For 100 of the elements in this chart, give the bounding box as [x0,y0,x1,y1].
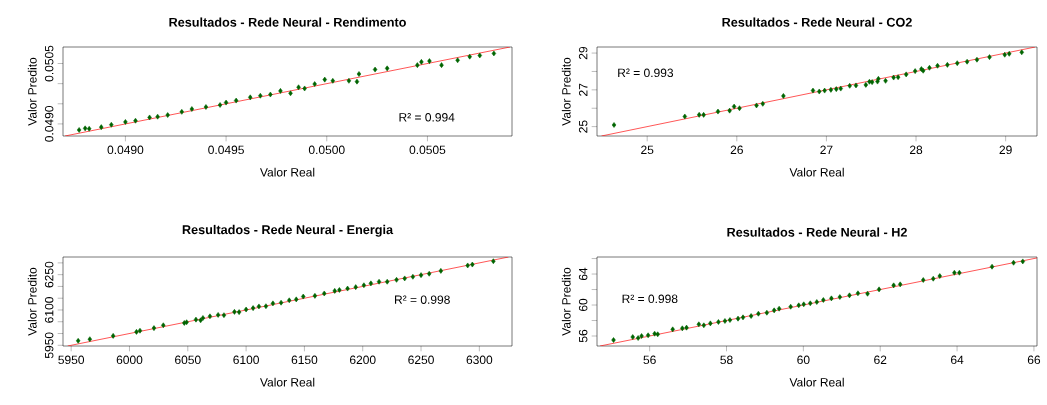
point [256,303,262,310]
x-tick-label: 6300 [466,355,493,365]
point [415,62,420,68]
point [477,52,482,59]
y-tick-label: 27 [579,83,588,96]
point [330,78,335,84]
point [937,273,942,279]
point [796,302,801,309]
point [233,97,239,104]
point [682,113,687,120]
point [75,338,81,344]
point [200,315,206,321]
point [223,99,229,106]
point [748,313,754,319]
point [754,102,759,109]
point [215,312,221,318]
point [337,287,342,293]
point [147,114,152,121]
point [715,108,721,115]
point [781,93,786,99]
chart-title: Resultados - Rede Neural - CO2 [722,17,912,27]
point [801,301,806,308]
point [368,280,374,287]
point [301,293,306,300]
point [701,112,706,118]
chart-title: Resultados - Rede Neural - Energia [182,224,394,237]
x-tick-label: 6200 [349,355,376,365]
point [322,76,327,83]
point [402,275,407,282]
point [876,286,882,293]
x-tick-label: 0.0505 [409,145,446,155]
point [727,317,733,323]
point [731,103,737,110]
x-tick-label: 6250 [408,355,434,365]
point [165,112,170,118]
x-tick-label: 25 [641,145,654,155]
point [203,104,209,110]
point [248,94,253,101]
point [1019,49,1024,56]
y-tick-label: 60 [578,298,588,312]
y-tick-label: 6250 [44,261,54,288]
point [302,85,307,92]
point [270,300,276,307]
x-tick-label: 6050 [175,355,201,365]
point [898,281,903,288]
point [955,60,960,66]
point [1002,51,1007,58]
point [635,335,641,341]
point [263,303,269,310]
point [865,290,870,297]
point [353,284,358,290]
point [133,117,138,124]
point [376,278,382,285]
y-axis-title: Valor Predito [561,57,571,126]
annotation: R² = 0.998 [395,295,450,304]
chart-title: Resultados - Rede Neural - Rendimento [169,17,406,27]
y-axis-title: Valor Predito [27,267,37,336]
point [883,78,888,84]
point [756,310,761,317]
point [294,296,299,303]
point [921,277,926,283]
point [904,71,909,78]
x-tick-label: 26 [730,145,743,155]
x-tick-label: 64 [951,355,964,365]
point [945,62,950,68]
point [82,125,88,132]
point [764,309,770,316]
point [912,68,918,74]
x-tick-label: 5950 [58,355,85,365]
annotation: R² = 0.998 [622,294,678,304]
point [838,85,843,92]
point [829,295,834,302]
point [278,88,283,94]
point [491,258,496,265]
point [727,107,732,114]
point [869,79,875,85]
point [151,325,157,331]
point [99,124,104,130]
point [817,88,822,95]
point [952,269,957,276]
point [134,329,139,335]
point [837,294,843,300]
point [834,86,839,92]
annotation: R² = 0.993 [618,68,674,78]
point [385,278,390,285]
point [372,66,378,73]
point [217,102,223,108]
point [735,315,741,322]
y-tick-label: 56 [578,329,588,343]
point [232,309,237,315]
x-tick-label: 6000 [116,355,143,365]
y-tick-label: 25 [578,120,588,133]
point [189,106,195,112]
point [438,268,444,274]
point [814,299,819,305]
point [987,54,992,60]
point [250,305,256,311]
point [467,53,472,60]
x-axis-title: Valor Real [789,167,844,177]
point [847,292,852,299]
